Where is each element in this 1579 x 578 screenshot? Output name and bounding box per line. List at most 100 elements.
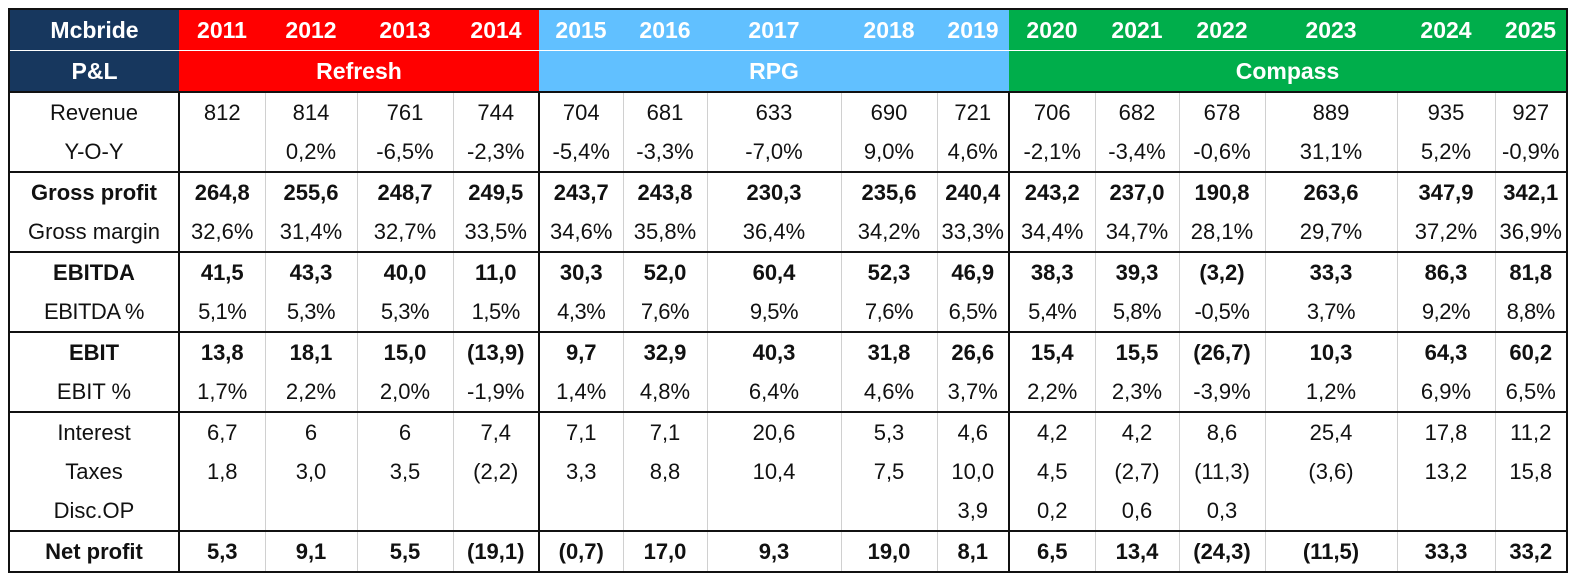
table-cell: 6,4%	[706, 372, 841, 412]
row-revenue: Revenue 812 814 761 744 704 681 633 690 721 706 682…	[8, 91, 1567, 132]
table-cell: 32,6%	[178, 212, 265, 252]
table-cell	[356, 491, 453, 531]
table-cell: 9,2%	[1396, 292, 1495, 332]
table-cell: 812	[178, 91, 265, 132]
table-cell: 15,4	[1008, 331, 1095, 372]
year-header: 2024	[1397, 9, 1495, 51]
table-cell: 31,8	[840, 331, 937, 372]
table-cell: 3,0	[264, 452, 357, 491]
table-cell: (2,2)	[452, 452, 539, 491]
period-compass: Compass	[1009, 50, 1567, 92]
table-cell: 6,5	[1008, 530, 1095, 572]
year-header: 2017	[707, 9, 841, 51]
table-cell	[264, 491, 357, 531]
table-cell: 7,6%	[840, 292, 937, 332]
table-cell: 6	[264, 411, 357, 452]
year-header: 2012	[265, 9, 357, 51]
table-cell: 33,3%	[936, 212, 1009, 252]
table-cell: (26,7)	[1178, 331, 1265, 372]
table-cell: 40,3	[706, 331, 841, 372]
year-header: 2022	[1179, 9, 1265, 51]
row-net-profit: Net profit 5,3 9,1 5,5 (19,1) (0,7) 17,0 9,3 19,…	[8, 530, 1567, 572]
table-cell: 814	[264, 91, 357, 132]
table-cell: 38,3	[1008, 251, 1095, 292]
table-cell: 690	[840, 91, 937, 132]
table-cell: 18,1	[264, 331, 357, 372]
table-cell: 6,9%	[1396, 372, 1495, 412]
table-cell: 6,5%	[1494, 372, 1567, 412]
table-cell: 3,7%	[936, 372, 1009, 412]
table-cell: 682	[1094, 91, 1179, 132]
table-cell: 5,8%	[1094, 292, 1179, 332]
table-cell	[1396, 491, 1495, 531]
table-cell: 10,3	[1264, 331, 1397, 372]
row-gross-profit: Gross profit 264,8 255,6 248,7 249,5 243,7 243…	[8, 171, 1567, 212]
table-cell: -1,9%	[452, 372, 539, 412]
table-cell: 237,0	[1094, 171, 1179, 212]
table-cell: (11,3)	[1178, 452, 1265, 491]
table-cell: (11,5)	[1264, 530, 1397, 572]
table-cell	[178, 132, 265, 172]
table-cell: (13,9)	[452, 331, 539, 372]
table-cell: 761	[356, 91, 453, 132]
table-cell: 4,6	[936, 411, 1009, 452]
table-cell: 4,6%	[840, 372, 937, 412]
table-cell: 31,4%	[264, 212, 357, 252]
table-cell: 9,0%	[840, 132, 937, 172]
table-cell: 15,5	[1094, 331, 1179, 372]
table-cell: 52,3	[840, 251, 937, 292]
table-cell: 7,4	[452, 411, 539, 452]
table-cell: 15,8	[1494, 452, 1567, 491]
table-cell: 10,0	[936, 452, 1009, 491]
row-taxes: Taxes 1,8 3,0 3,5 (2,2) 3,3 8,8 10,4 7,5 10,0 4,5(…	[8, 452, 1567, 491]
table-cell: 744	[452, 91, 539, 132]
table-cell: -2,3%	[452, 132, 539, 172]
year-header: 2020	[1009, 9, 1095, 51]
table-cell: 0,2%	[264, 132, 357, 172]
table-cell: 5,3%	[264, 292, 357, 332]
table-cell: (3,2)	[1178, 251, 1265, 292]
table-cell: 4,3%	[538, 292, 623, 332]
table-cell: 41,5	[178, 251, 265, 292]
table-cell: 7,6%	[622, 292, 707, 332]
table-cell: -0,9%	[1494, 132, 1567, 172]
table-cell	[452, 491, 539, 531]
table-cell: 1,5%	[452, 292, 539, 332]
table-cell: -7,0%	[706, 132, 841, 172]
table-cell: 5,3%	[356, 292, 453, 332]
table-cell: 7,1	[538, 411, 623, 452]
table-cell: 17,8	[1396, 411, 1495, 452]
table-cell: 721	[936, 91, 1009, 132]
table-cell: 889	[1264, 91, 1397, 132]
year-header: 2019	[937, 9, 1009, 51]
table-cell: (24,3)	[1178, 530, 1265, 572]
table-cell: 7,1	[622, 411, 707, 452]
table-cell: 264,8	[178, 171, 265, 212]
year-header: 2021	[1095, 9, 1179, 51]
table-cell: 13,8	[178, 331, 265, 372]
row-ebit: EBIT 13,8 18,1 15,0 (13,9) 9,7 32,9 40,3 31,8 26,…	[8, 331, 1567, 372]
table-cell: 243,8	[622, 171, 707, 212]
table-cell: 235,6	[840, 171, 937, 212]
table-cell: 30,3	[538, 251, 623, 292]
table-cell: 15,0	[356, 331, 453, 372]
year-header: 2025	[1495, 9, 1567, 51]
table-cell: (19,1)	[452, 530, 539, 572]
company-name: Mcbride	[9, 9, 179, 51]
table-cell: 3,3	[538, 452, 623, 491]
row-ebitda: EBITDA 41,5 43,3 40,0 11,0 30,3 52,0 60,4 52,3 46…	[8, 251, 1567, 292]
table-cell: 706	[1008, 91, 1095, 132]
table-cell: -0,5%	[1178, 292, 1265, 332]
table-cell: 5,1%	[178, 292, 265, 332]
table-cell: 37,2%	[1396, 212, 1495, 252]
table-cell	[706, 491, 841, 531]
table-cell: 4,2	[1094, 411, 1179, 452]
table-cell: 81,8	[1494, 251, 1567, 292]
table-cell: 935	[1396, 91, 1495, 132]
table-cell: 60,4	[706, 251, 841, 292]
pl-label: P&L	[9, 50, 179, 92]
table-cell: 9,7	[538, 331, 623, 372]
table-cell: 11,0	[452, 251, 539, 292]
table-cell: 43,3	[264, 251, 357, 292]
table-cell: 3,5	[356, 452, 453, 491]
